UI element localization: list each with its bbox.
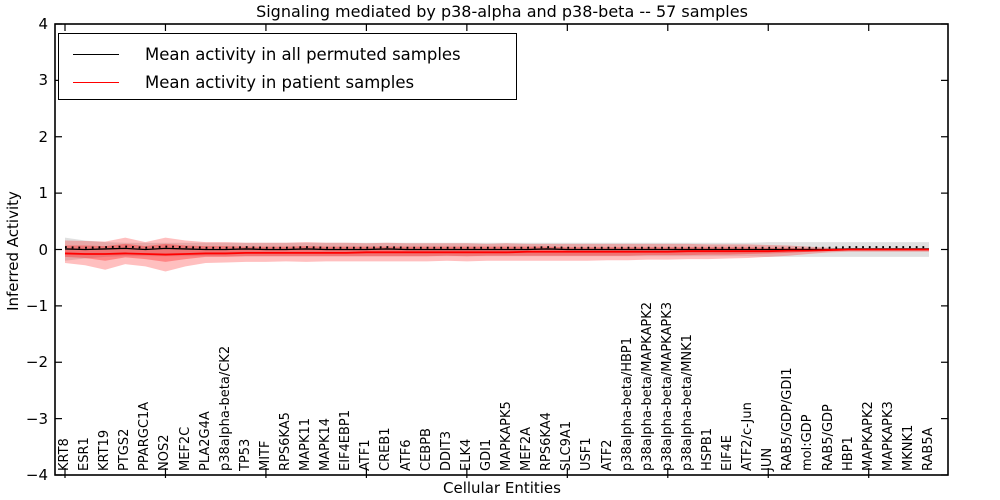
x-tick-label: p38alpha-beta/HBP1: [619, 336, 635, 471]
x-tick-label: ESR1: [77, 437, 93, 471]
x-tick-label: MEF2A: [519, 426, 535, 471]
x-tick-label: MKNK1: [900, 424, 916, 471]
x-tick-label: TP53: [237, 438, 253, 471]
x-tick-label: p38alpha-beta/MAPKAPK3: [659, 302, 675, 471]
y-tick-label: −1: [25, 296, 48, 315]
x-tick-label: USF1: [579, 437, 595, 471]
x-tick-label: EIF4EBP1: [338, 409, 354, 471]
x-tick-label: mol:GDP: [800, 414, 816, 471]
y-tick-label: 3: [38, 71, 48, 90]
x-tick-label: SLC9A1: [559, 420, 575, 471]
x-tick-label: MAPK14: [318, 417, 334, 471]
y-tick-label: −4: [25, 466, 48, 484]
legend-label: Mean activity in patient samples: [145, 72, 415, 92]
x-tick-label: GDI1: [478, 438, 494, 471]
patient-mean-line: [64, 248, 929, 256]
legend-entry-permuted: Mean activity in all permuted samples: [59, 42, 461, 66]
x-tick-label: p38alpha-beta/MAPKAPK2: [639, 302, 655, 471]
x-tick-label: p38alpha-beta/CK2: [217, 345, 233, 471]
x-tick-label: ATF6: [398, 439, 414, 471]
x-tick-label: RPS6KA4: [539, 412, 555, 471]
x-tick-label: HSPB1: [699, 427, 715, 471]
x-axis-label: Cellular Entities: [443, 479, 561, 497]
legend: Mean activity in all permuted samples Me…: [58, 33, 517, 100]
x-tick-label: PLA2G4A: [197, 411, 213, 471]
y-tick-label: 1: [38, 184, 48, 203]
x-tick-label: MAPKAPK5: [499, 401, 515, 471]
x-tick-label: p38alpha-beta/MNK1: [679, 334, 695, 471]
x-tick-label: RPS6KA5: [278, 412, 294, 471]
legend-label: Mean activity in all permuted samples: [145, 44, 461, 64]
legend-entry-patient: Mean activity in patient samples: [59, 70, 414, 94]
x-tick-label: KRT8: [57, 438, 72, 471]
x-tick-label: PTGS2: [117, 428, 133, 471]
y-tick-label: −3: [25, 409, 48, 428]
chart-title: Signaling mediated by p38-alpha and p38-…: [256, 2, 748, 21]
x-tick-label: CEBPB: [418, 428, 434, 471]
x-tick-label: NOS2: [157, 434, 173, 471]
x-tick-label: ATF1: [358, 439, 374, 471]
x-tick-label: MAPKAPK2: [860, 401, 876, 471]
x-tick-label: RAB5A: [921, 427, 936, 471]
x-tick-label: RAB5/GDP/GDI1: [780, 367, 796, 471]
x-tick-label: EIF4E: [720, 434, 736, 471]
x-tick-label: ATF2: [599, 439, 615, 471]
permuted-mean-line: [64, 247, 929, 251]
x-tick-label: RAB5/GDP: [820, 404, 836, 471]
x-tick-label: CREB1: [378, 427, 394, 471]
y-tick-label: −2: [25, 353, 48, 372]
x-tick-label: DDIT3: [438, 430, 454, 471]
x-tick-label: MAPKAPK3: [880, 401, 896, 471]
legend-line-black-icon: [73, 53, 119, 55]
x-tick-label: JUN: [760, 447, 776, 471]
y-tick-label: 4: [38, 15, 48, 33]
x-tick-label: ELK4: [458, 438, 474, 471]
x-tick-label: MITF: [257, 440, 273, 471]
y-tick-label: 0: [38, 240, 48, 259]
band-patient-samples-outer-range: [65, 237, 929, 272]
x-tick-label: HBP1: [840, 436, 856, 471]
x-tick-label: MEF2C: [177, 426, 193, 471]
y-tick-label: 2: [38, 127, 48, 146]
x-tick-label: PPARGC1A: [137, 401, 153, 471]
x-tick-label: ATF2/c-Jun: [740, 402, 756, 471]
x-tick-label: KRT19: [97, 429, 113, 471]
x-tick-label: MAPK11: [298, 417, 314, 471]
legend-line-red-icon: [73, 81, 119, 83]
